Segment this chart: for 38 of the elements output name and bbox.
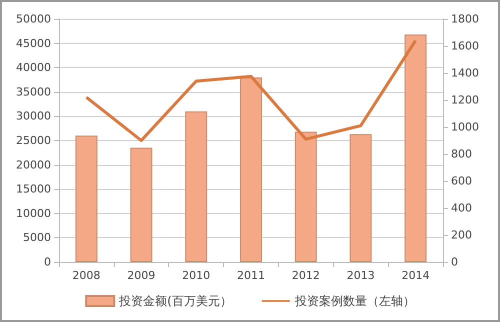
y-tick-label: 35000 xyxy=(16,85,51,98)
y-tick-label: 45000 xyxy=(16,36,51,50)
bar xyxy=(240,77,262,262)
y-tick-label: 5000 xyxy=(23,231,51,244)
legend-label: 投资金额(百万美元） xyxy=(118,294,232,308)
x-tick-label: 2008 xyxy=(72,269,100,282)
y2-tick-label: 600 xyxy=(451,174,472,188)
y2-tick-label: 1800 xyxy=(451,12,479,26)
y2-tick-label: 200 xyxy=(451,228,472,242)
y2-tick-label: 1000 xyxy=(451,120,479,134)
y-tick-label: 25000 xyxy=(16,134,51,147)
y-tick-label: 40000 xyxy=(16,61,51,74)
x-tick-label: 2010 xyxy=(182,269,210,282)
y-tick-label: 20000 xyxy=(16,158,51,172)
y-tick-label: 50000 xyxy=(16,12,51,26)
line-series xyxy=(84,39,418,142)
y2-tick-label: 1400 xyxy=(451,66,479,80)
y-tick-label: 30000 xyxy=(16,110,51,123)
x-tick-label: 2013 xyxy=(346,269,375,282)
bar xyxy=(185,111,208,262)
y-tick-label: 15000 xyxy=(16,182,51,196)
y2-tick-label: 0 xyxy=(451,256,458,268)
bar xyxy=(294,132,317,262)
y-tick-label: 0 xyxy=(44,256,51,268)
bar xyxy=(350,134,372,262)
legend-label: 投资案例数量（左轴） xyxy=(294,294,415,308)
y2-tick-label: 1200 xyxy=(451,94,479,106)
bar xyxy=(404,34,427,262)
x-tick-label: 2012 xyxy=(292,269,320,282)
y-tick-label: 10000 xyxy=(16,206,51,220)
x-tick-label: 2014 xyxy=(402,269,430,282)
y2-tick-label: 400 xyxy=(451,202,472,214)
y2-tick-label: 1600 xyxy=(451,40,479,52)
bar xyxy=(75,136,98,262)
y2-tick-label: 800 xyxy=(451,148,472,160)
x-tick-label: 2009 xyxy=(127,269,156,282)
bar xyxy=(130,148,152,262)
x-tick-label: 2011 xyxy=(237,269,265,282)
